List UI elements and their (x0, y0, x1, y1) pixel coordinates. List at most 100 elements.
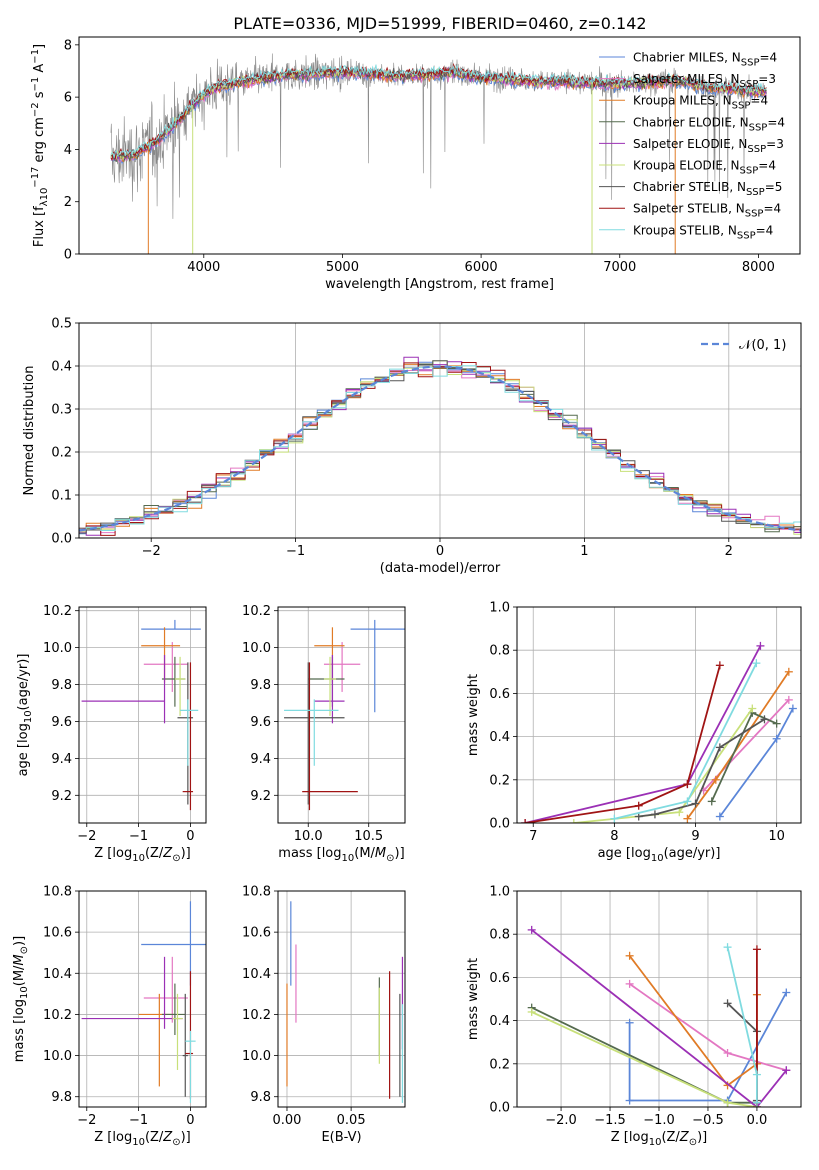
age_vs_z-ytick-label: 9.2 (51, 789, 72, 804)
mass_vs_ebv-ytick-label: 10.2 (242, 1008, 271, 1023)
weight_vs_age-ylabel: mass weight (466, 674, 481, 756)
age_vs_z-ylabel: age [log10(age/yr)] (16, 654, 34, 777)
mass_vs_z-ytick-label: 10.4 (43, 967, 72, 982)
weight_vs_age-ytick-label: 0.0 (489, 817, 510, 832)
age_vs_z-ytick-label: 9.6 (51, 715, 72, 730)
weight-marker-chabrier_stelib (715, 743, 724, 752)
age_vs_z-background (79, 607, 206, 823)
spectrum-ytick-label: 6 (64, 91, 72, 106)
legend-label-normal: 𝒩(0, 1) (739, 338, 786, 353)
mass_vs_ebv-ytick-label: 9.8 (250, 1090, 271, 1105)
weight-marker-salpeter_miles (625, 979, 634, 988)
age_vs_mass-ytick-label: 9.4 (250, 752, 271, 767)
mass_vs_z-xlabel: Z [log10(Z/Z⊙)] (94, 1130, 191, 1148)
weight-marker-salpeter_miles (784, 695, 793, 704)
weight_vs_z-frame (516, 890, 802, 1108)
mass_vs_ebv-ytick-label: 10.8 (242, 885, 271, 900)
weight_vs_z-ylabel: mass weight (466, 958, 481, 1040)
weight_vs_z-xlabel: Z [log10(Z/Z⊙)] (611, 1130, 708, 1148)
mass_vs_ebv-ytick-label: 10.6 (242, 926, 271, 941)
weight_vs_z-xtick-label: 0.0 (747, 1113, 768, 1128)
mass_vs_z-background (79, 891, 206, 1107)
mass_vs_z-plot-area (81, 901, 206, 1103)
weight-marker-kroupa_elodie (527, 1007, 536, 1016)
weight_vs_age-axes: 7 8 9 10 0.0 0.2 0.4 0.6 0.8 1.0 (489, 601, 801, 844)
model-spectrum-salpeter_elodie (110, 66, 767, 161)
residual-histogram-kroupa_stelib (79, 365, 801, 531)
residuals-ylabel: Normed distribution (22, 366, 37, 496)
mass_vs_z-ytick-label: 10.2 (43, 1008, 72, 1023)
age_vs_mass-axes: 10.0 10.5 9.2 9.4 9.6 9.8 10.0 10.2 (242, 604, 405, 844)
residuals-xtick-label: 2 (725, 544, 733, 559)
age_vs_z-xlabel: Z [log10(Z/Z⊙)] (94, 846, 191, 864)
weight-marker-salpeter_stelib (634, 801, 643, 810)
age_vs_z-ytick-label: 9.8 (51, 678, 72, 693)
spectrum-ytick-label: 4 (64, 143, 72, 158)
mass_vs_ebv-plot-area (286, 901, 404, 1103)
weight-marker-chabrier_stelib (723, 999, 732, 1008)
age_vs_z-xtick-label: −2 (77, 829, 96, 844)
weight-marker-kroupa_miles (625, 951, 634, 960)
spectrum-plot-area (110, 53, 767, 254)
mass_vs_z-ytick-label: 10.0 (43, 1049, 72, 1064)
weight-marker-salpeter_stelib (683, 780, 692, 789)
weight-marker-chabrier_miles (625, 1096, 634, 1105)
residual-histogram-chabrier_stelib (79, 360, 801, 534)
mass_vs_ebv-ytick-label: 10.4 (242, 967, 271, 982)
mass_vs_z-frame (78, 890, 207, 1108)
mass_vs_ebv-xlabel: E(B-V) (321, 1130, 361, 1145)
weight-marker-chabrier_miles (625, 1018, 634, 1027)
weight_vs_z-ytick-label: 0.0 (489, 1101, 510, 1116)
weight-marker-kroupa_stelib (752, 1070, 761, 1079)
weight_vs_age-background (517, 607, 801, 823)
weight-marker-chabrier_stelib (691, 799, 700, 808)
weight-marker-salpeter_stelib (715, 661, 724, 670)
age_vs_mass-frame (277, 606, 406, 824)
mass_vs_z-ytick-label: 10.6 (43, 926, 72, 941)
age_vs_z-ytick-label: 10.0 (43, 641, 72, 656)
residuals-ytick-label: 0.1 (51, 489, 72, 504)
weight-marker-kroupa_stelib (723, 943, 732, 952)
spectrum-xlabel: wavelength [Angstrom, rest frame] (325, 277, 554, 292)
residuals-frame (78, 322, 802, 539)
legend-label-chabrier_elodie: Chabrier ELODIE, NSSP=4 (633, 115, 785, 133)
weight-marker-chabrier_miles (782, 988, 791, 997)
mass_vs_z-xtick-label: −1 (129, 1113, 148, 1128)
weight_vs_age-xtick-label: 8 (610, 829, 618, 844)
weight-marker-chabrier_elodie (772, 719, 781, 728)
weight-marker-chabrier_stelib (650, 810, 659, 819)
residuals-ytick-label: 0.0 (51, 532, 72, 547)
weight-marker-salpeter_miles (723, 1049, 732, 1057)
mass_vs_z-ytick-label: 9.8 (51, 1090, 72, 1105)
legend-label-salpeter_elodie: Salpeter ELODIE, NSSP=3 (633, 137, 784, 155)
weight-marker-kroupa_miles (784, 667, 793, 676)
age_vs_mass-plot-area (284, 619, 405, 811)
age_vs_z-frame (78, 606, 207, 824)
weight-marker-kroupa_elodie (723, 1098, 732, 1107)
model-spectrum-kroupa_stelib (110, 64, 767, 158)
weight-marker-kroupa_stelib (610, 814, 619, 823)
spectrum-ytick-label: 0 (64, 248, 72, 263)
residuals-ytick-label: 0.3 (51, 403, 72, 418)
normal-distribution-curve (79, 365, 801, 532)
mass_vs_ebv-ytick-label: 10.0 (242, 1049, 271, 1064)
residuals-axes: −2 −1 0 1 2 0.0 0.1 0.2 0.3 0.4 0.5 (51, 317, 801, 559)
age_vs_z-xtick-label: −1 (129, 829, 148, 844)
weight-marker-chabrier_miles (715, 812, 724, 821)
age_vs_mass-background (278, 607, 405, 823)
weight_vs_z-ytick-label: 1.0 (489, 885, 510, 900)
age_vs_mass-ytick-label: 9.8 (250, 678, 271, 693)
age_vs_z-plot-area (81, 619, 201, 811)
weight-marker-kroupa_elodie (748, 704, 757, 713)
mass_vs_ebv-xtick-label: 0.00 (273, 1113, 302, 1128)
spectrum-ytick-label: 2 (64, 195, 72, 210)
age_vs_z-axes: −2 −1 0 9.2 9.4 9.6 9.8 10.0 10.2 (43, 604, 206, 844)
mass_vs_z-xtick-label: 0 (186, 1113, 194, 1128)
legend-label-chabrier_miles: Chabrier MILES, NSSP=4 (633, 51, 777, 69)
residuals-plot-area (79, 356, 801, 536)
mass_vs_z-xtick-label: −2 (77, 1113, 96, 1128)
spectrum-xtick-label: 6000 (465, 260, 498, 275)
weight_vs_age-frame (516, 606, 802, 824)
weight-marker-kroupa_stelib (752, 1098, 761, 1107)
spectrum-ytick-label: 8 (64, 38, 72, 53)
